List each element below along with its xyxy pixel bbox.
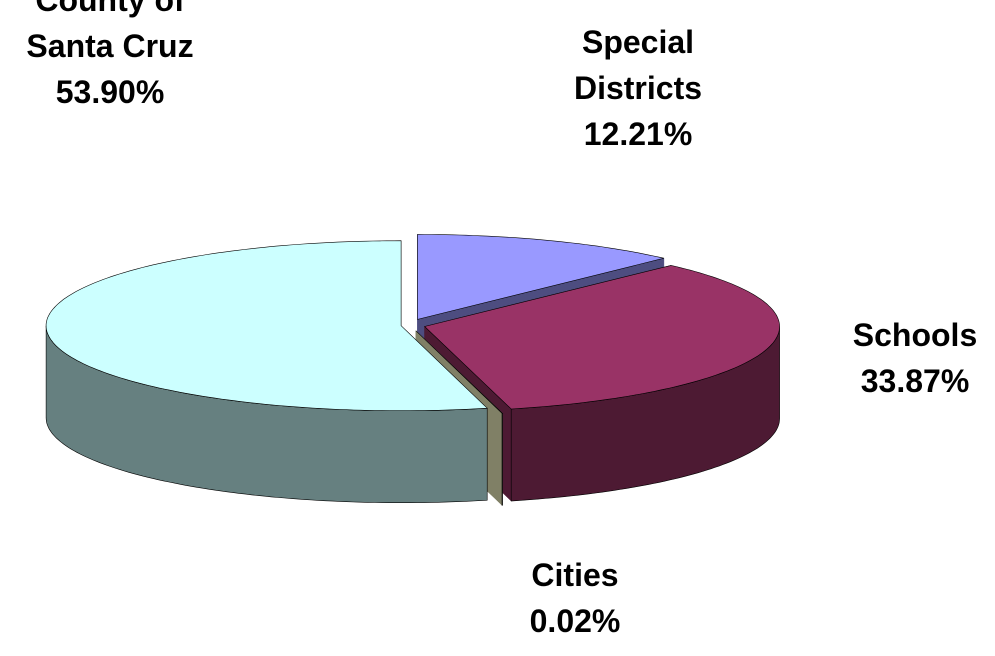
value-label: 12.21% [583, 116, 693, 152]
slice [417, 234, 664, 320]
slice-label: Special Districts 12.21% [508, 19, 768, 157]
category-label: Cities [531, 557, 619, 593]
category-label: County of Santa Cruz [26, 0, 194, 64]
slice [45, 240, 488, 411]
slice-label: Cities 0.02% [445, 552, 705, 644]
slice-label: County of Santa Cruz 53.90% [0, 0, 240, 115]
category-label: Schools [852, 317, 978, 353]
slice-side [501, 413, 503, 506]
slice-label: Schools 33.87% [785, 312, 995, 404]
category-label: Special Districts [573, 24, 703, 106]
value-label: 33.87% [860, 363, 970, 399]
slice [423, 265, 780, 410]
slice [415, 330, 504, 414]
value-label: 53.90% [55, 74, 165, 110]
value-label: 0.02% [529, 603, 621, 639]
